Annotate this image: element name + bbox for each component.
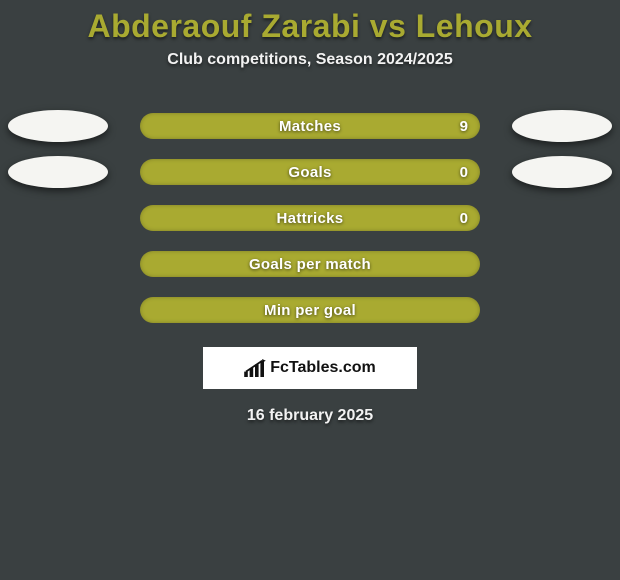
source-badge: FcTables.com [203, 347, 417, 389]
stats-container: Matches 9 Goals 0 Hattricks 0 Goals per match M… [0, 103, 620, 333]
stat-label: Goals per match [249, 256, 371, 273]
player-avatar-right [512, 110, 612, 142]
stat-bar: Goals 0 [140, 159, 480, 185]
stat-value: 9 [460, 118, 468, 135]
stat-row: Goals 0 [0, 149, 620, 195]
stat-bar: Goals per match [140, 251, 480, 277]
stat-bar: Matches 9 [140, 113, 480, 139]
chart-icon [244, 359, 266, 377]
player-avatar-left [8, 156, 108, 188]
stat-bar: Hattricks 0 [140, 205, 480, 231]
stat-row: Min per goal [0, 287, 620, 333]
snapshot-date: 16 february 2025 [0, 407, 620, 425]
stat-label: Hattricks [277, 210, 344, 227]
player-avatar-left [8, 110, 108, 142]
comparison-subtitle: Club competitions, Season 2024/2025 [0, 51, 620, 103]
stat-label: Goals [288, 164, 331, 181]
stat-value: 0 [460, 164, 468, 181]
stat-label: Matches [279, 118, 341, 135]
comparison-title: Abderaouf Zarabi vs Lehoux [0, 0, 620, 51]
source-badge-text: FcTables.com [270, 359, 376, 377]
stat-row: Matches 9 [0, 103, 620, 149]
stat-label: Min per goal [264, 302, 356, 319]
stat-row: Hattricks 0 [0, 195, 620, 241]
player-avatar-right [512, 156, 612, 188]
stat-bar: Min per goal [140, 297, 480, 323]
stat-row: Goals per match [0, 241, 620, 287]
stat-value: 0 [460, 210, 468, 227]
